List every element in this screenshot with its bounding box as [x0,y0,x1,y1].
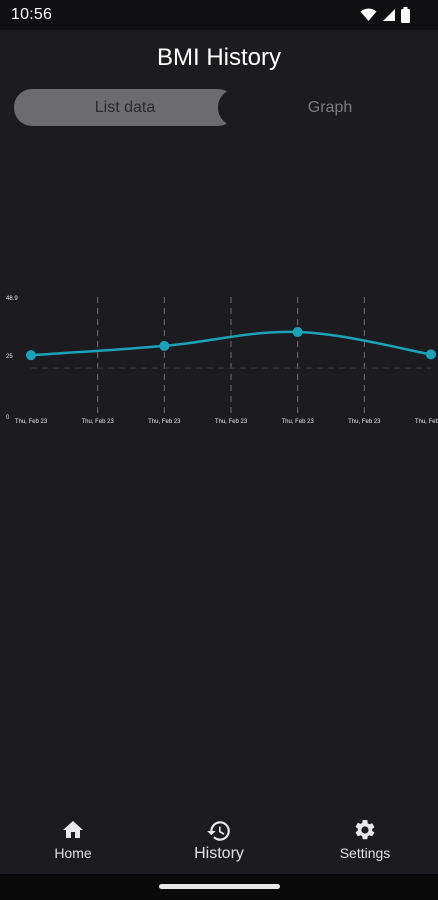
tab-list-data-label: List data [94,99,156,116]
x-tick-label: Thu, Feb 23 [148,419,181,425]
wifi-icon [360,8,377,22]
status-time: 10:56 [11,6,53,23]
x-tick-label: Thu, Feb 23 [415,419,438,425]
nav-settings[interactable]: Settings [305,812,425,874]
nav-home[interactable]: Home [13,812,133,874]
bmi-line-chart: 48.9 25 0 Thu, Feb 23 Thu, Feb 23 Thu, Feb 23… [0,286,438,436]
chart-svg: 48.9 25 0 Thu, Feb 23 Thu, Feb 23 Thu, Feb 23… [6,296,438,425]
x-tick-label: Thu, Feb 23 [281,419,314,425]
y-tick-label: 48.9 [6,296,18,302]
data-point [159,340,170,351]
nav-history[interactable]: History [159,812,279,874]
gesture-area [0,874,438,900]
nav-settings-label: Settings [339,845,391,861]
data-point [26,350,36,361]
bottom-nav: Home History Settings [0,812,438,874]
y-tick-label: 25 [6,354,13,360]
cell-signal-icon [382,8,396,22]
data-point [292,327,303,338]
x-tick-label: Thu, Feb 23 [348,419,381,425]
nav-history-label: History [194,845,244,862]
gesture-handle[interactable] [159,884,280,889]
page-title: BMI History [156,44,281,71]
x-tick-label: Thu, Feb 23 [81,419,114,425]
tab-graph-label: Graph [307,99,353,116]
x-tick-label: Thu, Feb 23 [215,419,248,425]
data-point [426,349,436,360]
tab-list-data[interactable]: List data [14,89,238,126]
nav-home-label: Home [54,845,92,861]
series-line [30,330,432,357]
battery-icon [401,7,410,23]
gear-icon [353,818,377,842]
x-tick-label: Thu, Feb 23 [15,419,48,425]
y-tick-label: 0 [6,415,10,421]
tab-graph[interactable]: Graph [236,89,424,126]
history-icon [206,818,232,844]
status-icons [360,6,410,24]
status-bar: 10:56 [0,0,438,30]
view-tabs: List data Graph [14,89,424,126]
home-icon [61,818,85,842]
